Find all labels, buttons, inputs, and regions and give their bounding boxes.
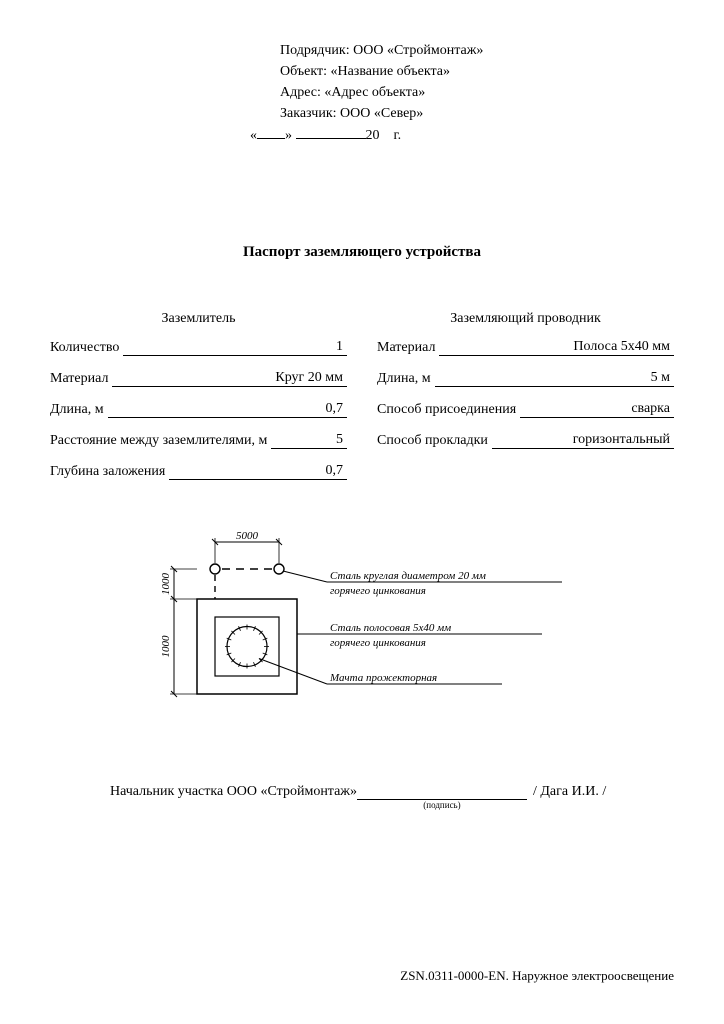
address-label: Адрес: xyxy=(280,85,321,100)
svg-text:1000: 1000 xyxy=(160,635,172,658)
field-value: 1 xyxy=(123,339,347,356)
customer-label: Заказчик: xyxy=(280,106,337,121)
field-label: Материал xyxy=(50,371,108,387)
field-row: Материал Полоса 5х40 мм xyxy=(377,339,674,356)
field-row: Длина, м 5 м xyxy=(377,370,674,387)
signature-prefix: Начальник участка ООО «Строймонтаж» xyxy=(110,784,357,800)
field-row: Расстояние между заземлителями, м 5 xyxy=(50,432,347,449)
field-row: Материал Круг 20 мм xyxy=(50,370,347,387)
signature-block: Начальник участка ООО «Строймонтаж» (под… xyxy=(110,784,674,800)
signature-sublabel: (подпись) xyxy=(423,800,460,810)
field-row: Количество 1 xyxy=(50,339,347,356)
document-title: Паспорт заземляющего устройства xyxy=(50,244,674,261)
field-value: 0,7 xyxy=(169,463,347,480)
document-header: Подрядчик: ООО «Строймонтаж» Объект: «На… xyxy=(280,40,674,124)
field-value: Круг 20 мм xyxy=(112,370,347,387)
field-label: Длина, м xyxy=(377,371,431,387)
svg-text:Сталь круглая диаметром 20 мм: Сталь круглая диаметром 20 мм xyxy=(330,570,486,582)
field-row: Способ присоединения сварка xyxy=(377,401,674,418)
svg-text:горячего цинкования: горячего цинкования xyxy=(330,585,426,597)
field-value: 0,7 xyxy=(108,401,347,418)
field-value: Полоса 5х40 мм xyxy=(439,339,674,356)
date-month-blank xyxy=(296,138,366,139)
field-row: Глубина заложения 0,7 xyxy=(50,463,347,480)
svg-text:5000: 5000 xyxy=(236,530,259,542)
svg-text:1000: 1000 xyxy=(160,573,172,596)
field-value: горизонтальный xyxy=(492,432,674,449)
contractor-value: ООО «Строймонтаж» xyxy=(353,43,483,58)
left-column: Заземлитель Количество 1 Материал Круг 2… xyxy=(50,311,347,494)
footer-code: ZSN.0311-0000-EN. Наружное электроосвеще… xyxy=(400,968,674,984)
object-line: Объект: «Название объекта» xyxy=(280,61,674,82)
field-value: сварка xyxy=(520,401,674,418)
date-line: « » 20 г. xyxy=(250,128,674,144)
diagram: 5000 1000 1000 Сталь круглая диаметром 20 м… xyxy=(50,524,674,724)
customer-line: Заказчик: ООО «Север» xyxy=(280,103,674,124)
grounding-diagram: 5000 1000 1000 Сталь круглая диаметром 20 м… xyxy=(142,524,582,724)
svg-text:Мачта прожекторная: Мачта прожекторная xyxy=(329,672,437,684)
field-row: Длина, м 0,7 xyxy=(50,401,347,418)
contractor-line: Подрядчик: ООО «Строймонтаж» xyxy=(280,40,674,61)
customer-value: ООО «Север» xyxy=(340,106,423,121)
svg-text:горячего цинкования: горячего цинкования xyxy=(330,637,426,649)
field-label: Способ прокладки xyxy=(377,433,488,449)
right-column: Заземляющий проводник Материал Полоса 5х… xyxy=(377,311,674,494)
field-label: Способ присоединения xyxy=(377,402,516,418)
date-close-quote: » xyxy=(285,128,292,143)
data-columns: Заземлитель Количество 1 Материал Круг 2… xyxy=(50,311,674,494)
object-value: «Название объекта» xyxy=(330,64,450,79)
field-label: Расстояние между заземлителями, м xyxy=(50,433,267,449)
field-value: 5 xyxy=(271,432,347,449)
left-col-heading: Заземлитель xyxy=(50,311,347,327)
date-year-prefix: 20 xyxy=(366,128,380,143)
field-label: Количество xyxy=(50,340,119,356)
svg-text:Сталь полосовая 5х40 мм: Сталь полосовая 5х40 мм xyxy=(330,622,451,634)
date-day-blank xyxy=(257,138,285,139)
field-label: Глубина заложения xyxy=(50,464,165,480)
field-row: Способ прокладки горизонтальный xyxy=(377,432,674,449)
right-col-heading: Заземляющий проводник xyxy=(377,311,674,327)
object-label: Объект: xyxy=(280,64,327,79)
address-value: «Адрес объекта» xyxy=(324,85,425,100)
address-line: Адрес: «Адрес объекта» xyxy=(280,82,674,103)
signature-name: / Дага И.И. / xyxy=(533,784,606,800)
field-value: 5 м xyxy=(435,370,674,387)
date-open-quote: « xyxy=(250,128,257,143)
field-label: Длина, м xyxy=(50,402,104,418)
signature-line: (подпись) xyxy=(357,799,527,800)
contractor-label: Подрядчик: xyxy=(280,43,350,58)
field-label: Материал xyxy=(377,340,435,356)
date-suffix: г. xyxy=(394,128,402,143)
